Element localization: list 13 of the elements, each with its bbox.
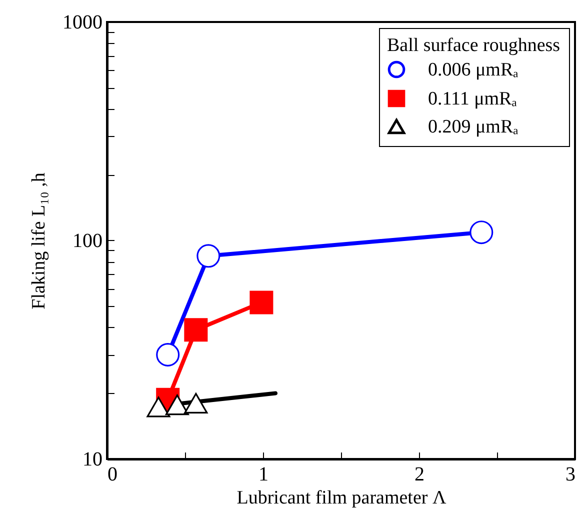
y-tick-label: 1000 xyxy=(62,12,102,34)
legend-label: 0.006 μmRₐ xyxy=(428,60,518,80)
x-tick-label: 1 xyxy=(258,464,268,486)
legend-label: 0.209 μmRₐ xyxy=(428,116,518,138)
x-tick-label: 2 xyxy=(414,464,424,486)
x-tick-label: 0 xyxy=(108,464,118,486)
y-tick-label: 10 xyxy=(82,448,102,470)
legend-title: Ball surface roughness xyxy=(387,35,560,56)
legend-label: 0.111 μmRₐ xyxy=(428,88,517,110)
y-axis-title: Flaking life L₁₀ ,h xyxy=(28,172,50,310)
x-axis-title: Lubricant film parameter Λ xyxy=(236,488,446,508)
x-tick-label: 3 xyxy=(566,464,576,486)
y-tick-label: 100 xyxy=(72,230,102,252)
